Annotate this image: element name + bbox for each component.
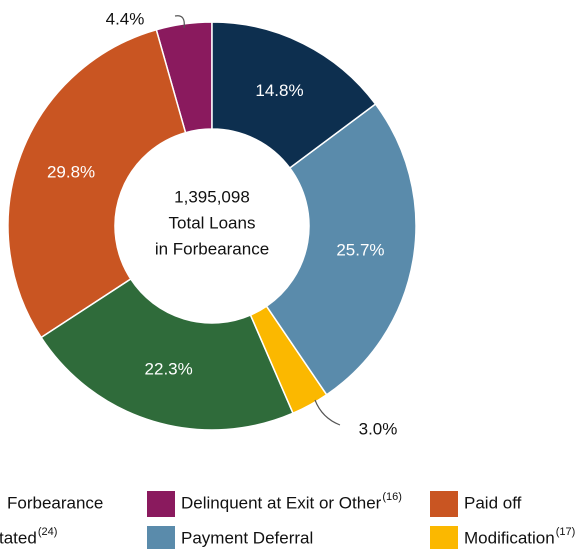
legend-swatch — [147, 526, 175, 549]
legend-label: Payment Deferral — [181, 528, 313, 547]
center-text: 1,395,098 — [174, 187, 250, 206]
legend-swatch — [147, 491, 175, 517]
legend-superscript: (24) — [38, 526, 58, 538]
leader-line — [174, 15, 185, 29]
legend-item: Delinquent at Exit or Other (16) — [147, 491, 402, 517]
legend-superscript: (16) — [382, 491, 402, 503]
legend-label: Forbearance — [7, 493, 103, 512]
center-text: Total Loans — [169, 213, 256, 232]
leader-line — [314, 399, 341, 426]
legend-item: Modification (17) — [430, 526, 575, 549]
legend-item: tated (24) — [0, 526, 58, 548]
value-label: 14.8% — [255, 81, 303, 100]
donut-segment — [265, 102, 417, 396]
legend-item: Payment Deferral — [147, 526, 313, 549]
legend-label: Modification — [464, 528, 555, 547]
legend-label: Delinquent at Exit or Other — [181, 493, 382, 512]
legend-swatch — [430, 526, 458, 549]
legend-swatch — [430, 491, 458, 517]
value-label: 3.0% — [359, 419, 398, 438]
legend-superscript: (17) — [556, 526, 576, 538]
donut-segment — [211, 21, 377, 170]
value-label: 29.8% — [47, 163, 95, 182]
legend-item: Forbearance — [7, 493, 103, 512]
donut-segment — [7, 28, 187, 339]
value-label: 4.4% — [106, 9, 145, 28]
legend-label: tated — [0, 528, 37, 547]
value-label: 22.3% — [145, 360, 193, 379]
value-label: 25.7% — [336, 240, 384, 259]
donut-segment — [40, 277, 295, 431]
legend-label: Paid off — [464, 493, 522, 512]
legend-item: Paid off — [430, 491, 522, 517]
center-text: in Forbearance — [155, 239, 269, 258]
